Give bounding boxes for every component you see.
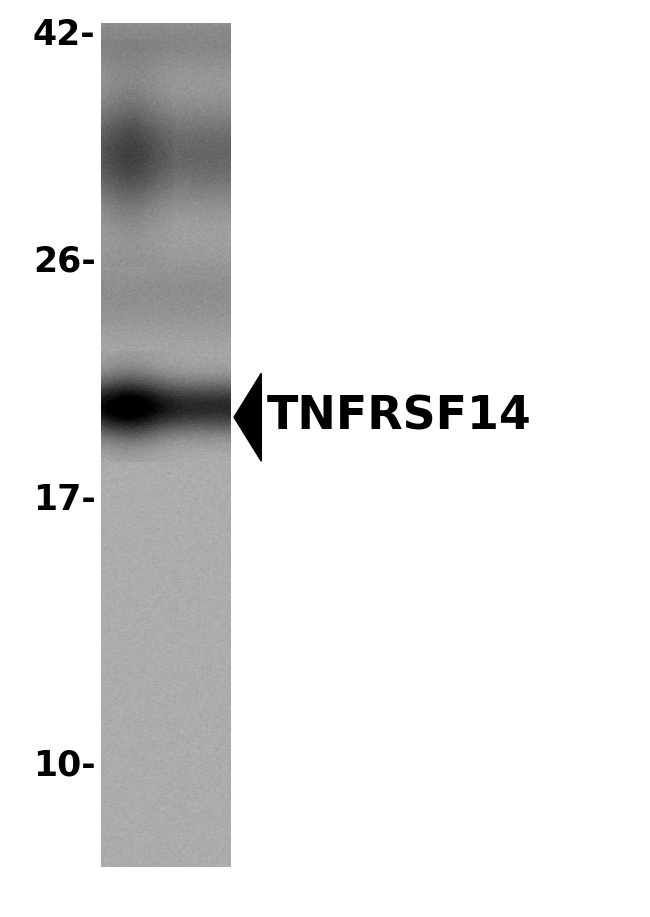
- Polygon shape: [234, 373, 261, 461]
- Text: TNFRSF14: TNFRSF14: [266, 394, 531, 440]
- Text: 26-: 26-: [32, 244, 96, 279]
- Text: 42-: 42-: [33, 17, 96, 52]
- Text: 10-: 10-: [33, 748, 96, 783]
- Text: 17-: 17-: [32, 482, 96, 517]
